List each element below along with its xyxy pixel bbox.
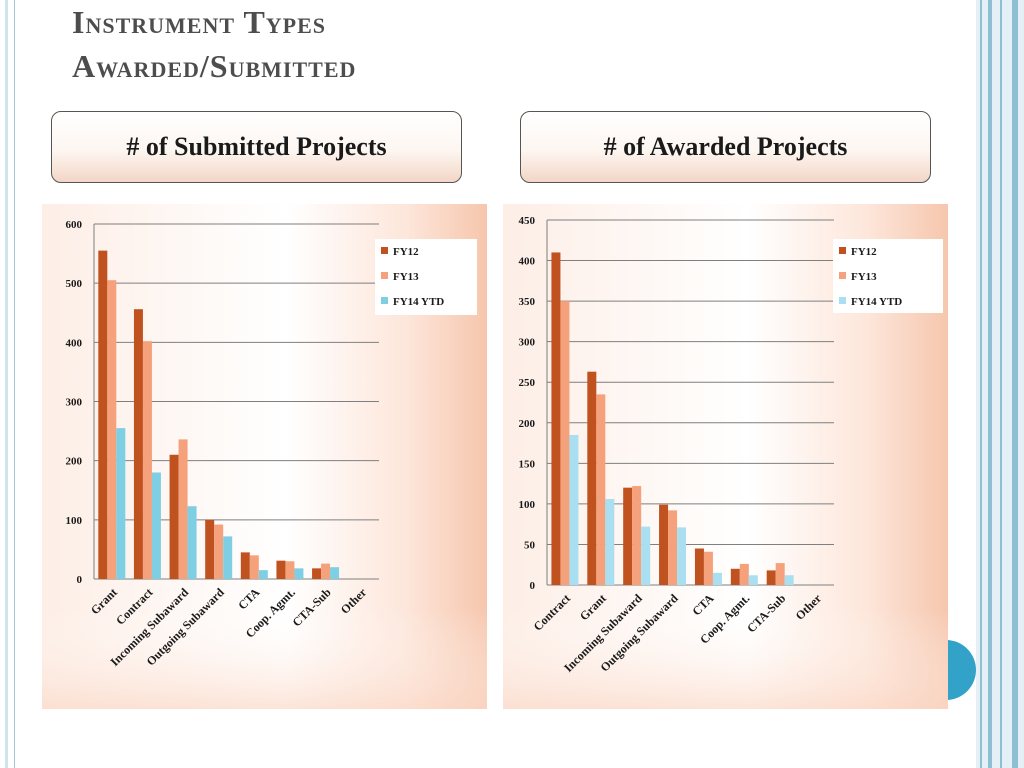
bar-fy13 [107, 280, 117, 579]
legend-swatch [839, 247, 846, 254]
y-tick-label: 200 [66, 456, 83, 468]
legend-box [375, 239, 477, 315]
bar-fy12 [551, 252, 561, 585]
bar-fy12 [169, 454, 179, 579]
left-border-line [5, 0, 8, 768]
bar-fy12 [659, 504, 669, 585]
bar-fy12 [276, 560, 286, 579]
bar-fy13 [560, 301, 570, 585]
bar-fy12 [730, 568, 740, 585]
bar-fy12 [133, 309, 143, 579]
bar-fy14-ytd [223, 536, 233, 579]
bar-fy14-ytd [712, 572, 722, 585]
bar-fy12 [98, 250, 108, 579]
y-tick-label: 50 [524, 539, 536, 551]
bar-fy12 [205, 519, 215, 579]
y-tick-label: 400 [66, 337, 83, 349]
bar-fy13 [178, 439, 188, 579]
bar-fy12 [587, 371, 597, 585]
bar-fy14-ytd [151, 472, 161, 579]
bar-fy13 [142, 341, 152, 579]
bar-fy13 [249, 555, 259, 579]
bar-fy14-ytd [294, 568, 304, 579]
legend-swatch [381, 247, 388, 254]
legend-box [833, 239, 943, 313]
slide-title: Instrument Types Awarded/Submitted [72, 0, 356, 88]
legend-label: FY12 [851, 246, 877, 258]
bar-fy14-ytd [605, 499, 615, 585]
bar-fy12 [240, 552, 250, 579]
legend-label: FY14 YTD [393, 296, 444, 308]
y-tick-label: 100 [519, 499, 536, 511]
bar-fy14-ytd [258, 570, 268, 579]
legend-swatch [839, 297, 846, 304]
bar-fy13 [668, 510, 678, 585]
slide-title-line-1: Instrument Types [72, 4, 327, 40]
legend-label: FY13 [393, 271, 419, 283]
bar-fy12 [623, 487, 633, 585]
submitted-projects-chart: 0 100 200 300 400 500 600 Grant Contract Incoming… [42, 204, 487, 709]
bar-fy14-ytd [569, 434, 579, 585]
bar-fy13 [285, 561, 295, 579]
bar-fy13 [632, 486, 642, 585]
slide-title-line-2: Awarded/Submitted [72, 48, 357, 84]
bar-fy14-ytd [187, 506, 197, 579]
legend-label: FY13 [851, 271, 877, 283]
submitted-chart-svg: 0100200300400500600GrantContractIncoming… [42, 204, 487, 709]
right-band-line [988, 0, 992, 768]
awarded-projects-header: # of Awarded Projects [520, 111, 931, 183]
y-tick-label: 250 [519, 377, 536, 389]
legend-swatch [381, 272, 388, 279]
right-band-line [980, 0, 982, 768]
y-tick-label: 500 [66, 278, 83, 290]
y-tick-label: 0 [530, 580, 536, 592]
bar-fy14-ytd [677, 527, 687, 585]
y-tick-label: 600 [66, 219, 83, 231]
legend-swatch [381, 297, 388, 304]
y-tick-label: 350 [519, 296, 536, 308]
y-tick-label: 0 [77, 574, 83, 586]
bar-fy12 [766, 570, 776, 585]
bar-fy14-ytd [330, 567, 340, 579]
y-tick-label: 150 [519, 458, 536, 470]
bar-fy14-ytd [784, 575, 794, 585]
submitted-projects-header: # of Submitted Projects [51, 111, 462, 183]
y-tick-label: 450 [519, 215, 536, 227]
legend-swatch [839, 272, 846, 279]
right-decorative-band [976, 0, 1024, 768]
legend-label: FY14 YTD [851, 296, 902, 308]
bar-fy14-ytd [748, 575, 758, 585]
legend-label: FY12 [393, 246, 419, 258]
bar-fy14-ytd [116, 428, 126, 579]
left-border-stripe [0, 0, 15, 768]
y-tick-label: 100 [66, 515, 83, 527]
y-tick-label: 300 [66, 397, 83, 409]
bar-fy13 [214, 524, 224, 579]
bar-fy13 [596, 394, 606, 585]
y-tick-label: 400 [519, 256, 536, 268]
bar-fy13 [739, 563, 749, 585]
awarded-projects-chart: 0 50 100 150 200 250 300 350 400 450 Contract Grant… [503, 204, 948, 709]
bar-fy13 [775, 563, 785, 585]
right-band-line [1000, 0, 1002, 768]
y-tick-label: 300 [519, 337, 536, 349]
right-band-line [1012, 0, 1018, 768]
bar-fy14-ytd [641, 526, 651, 585]
bar-fy13 [321, 563, 331, 579]
bar-fy12 [312, 568, 322, 579]
y-tick-label: 200 [519, 418, 536, 430]
bar-fy12 [694, 548, 704, 585]
bar-fy13 [703, 551, 713, 585]
